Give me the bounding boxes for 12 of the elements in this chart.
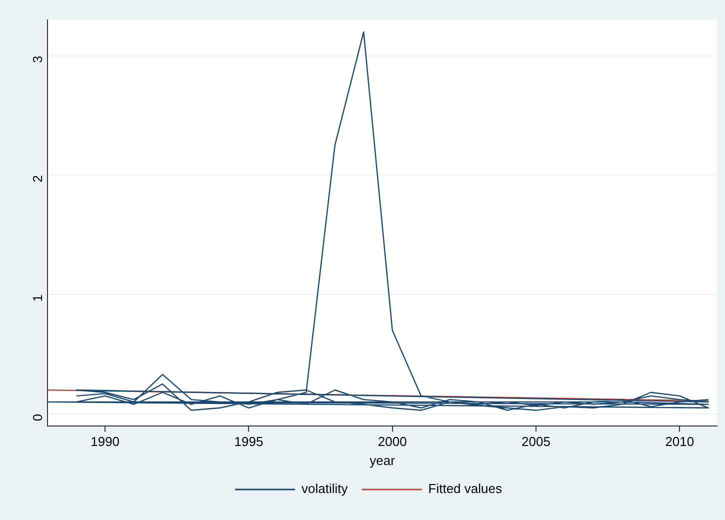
- legend-label: Fitted values: [428, 481, 502, 496]
- x-tick-label: 2005: [522, 434, 550, 450]
- y-tick-label: 1: [30, 294, 46, 302]
- x-axis-title: year: [370, 452, 396, 468]
- y-tick-label: 0: [30, 414, 46, 422]
- y-tick-label: 2: [30, 175, 46, 182]
- x-tick-label: 2000: [378, 434, 407, 450]
- x-tick-label: 2010: [665, 434, 694, 450]
- x-tick-label: 1995: [234, 434, 264, 450]
- y-tick-label: 3: [30, 56, 46, 64]
- legend-label: volatility: [302, 481, 348, 496]
- x-tick-label: 1990: [90, 434, 120, 450]
